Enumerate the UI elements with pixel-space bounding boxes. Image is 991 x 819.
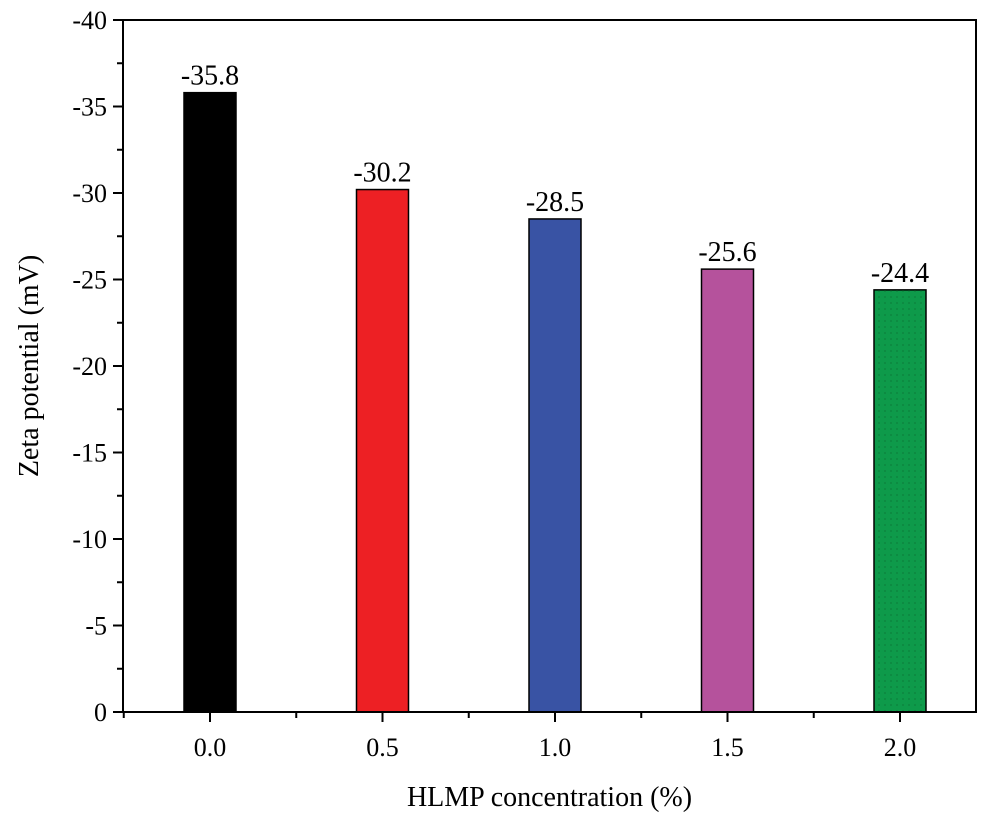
x-tick-labels: 0.0 0.5 1.0 1.5 2.0 — [194, 733, 917, 762]
y-tick-labels: 0 -5 -10 -15 -20 -25 -30 -35 -40 — [72, 6, 107, 727]
bar-value-labels: -35.8 -30.2 -28.5 -25.6 -24.4 — [181, 61, 929, 289]
bar-1.0 — [528, 218, 582, 713]
bars — [183, 91, 927, 713]
y-axis-title: Zeta potential (mV) — [14, 255, 45, 477]
bar-value-label: -35.8 — [181, 61, 239, 92]
x-tick-label: 0.0 — [194, 733, 227, 762]
x-tick-label: 2.0 — [884, 733, 917, 762]
y-tick-label: -40 — [72, 6, 107, 35]
y-tick-label: -30 — [72, 179, 107, 208]
bar-0.5 — [355, 188, 410, 713]
bar-0.0 — [183, 91, 237, 713]
y-tick-label: -10 — [72, 525, 107, 554]
y-tick-label: -20 — [72, 352, 107, 381]
bar-1.5 — [700, 268, 755, 713]
bar-value-label: -28.5 — [526, 187, 584, 218]
y-tick-label: -5 — [85, 612, 107, 641]
y-tick-label: -35 — [72, 93, 107, 122]
x-axis-title: HLMP concentration (%) — [407, 782, 692, 813]
bar-texture-overlay — [874, 289, 926, 712]
y-tick-label: -25 — [72, 266, 107, 295]
x-tick-label: 0.5 — [366, 733, 399, 762]
bar-value-label: -30.2 — [353, 158, 411, 189]
plot-frame — [122, 19, 977, 713]
x-tick-label: 1.0 — [539, 733, 572, 762]
bar-value-label: -25.6 — [698, 237, 756, 268]
y-tick-label: 0 — [94, 698, 107, 727]
x-tick-label: 1.5 — [711, 733, 744, 762]
bar-value-label: -24.4 — [871, 258, 929, 289]
y-tick-label: -15 — [72, 439, 107, 468]
